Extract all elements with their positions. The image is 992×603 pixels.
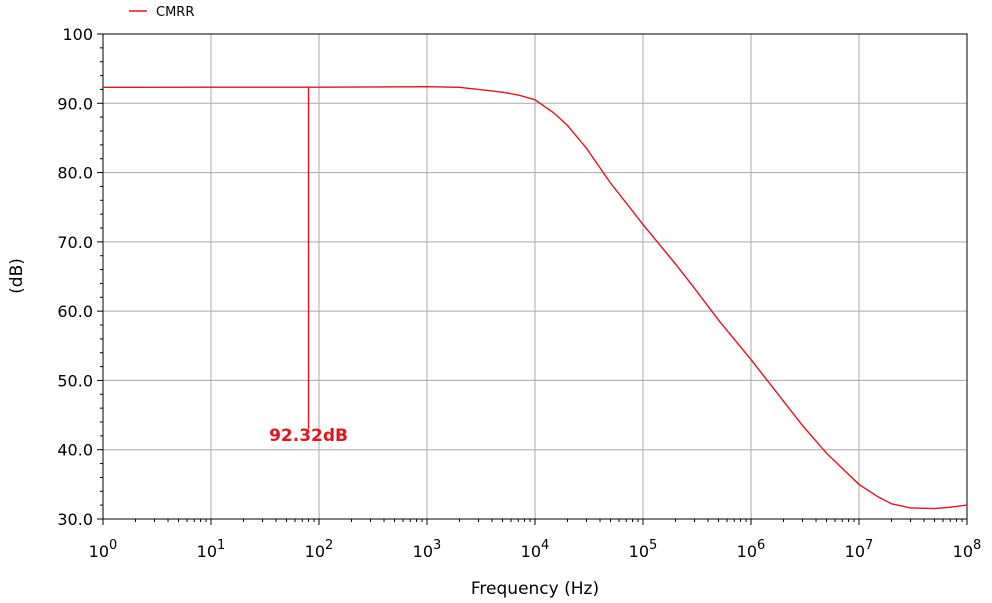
y-tick-label: 60.0 <box>57 302 93 321</box>
x-tick-label: 103 <box>413 538 442 561</box>
x-tick-label: 100 <box>89 538 118 561</box>
y-tick-label: 80.0 <box>57 164 93 183</box>
legend: CMRR <box>129 5 194 20</box>
x-tick-label: 106 <box>737 538 766 561</box>
x-axis-title: Frequency (Hz) <box>471 579 599 599</box>
x-tick-label: 107 <box>845 538 874 561</box>
x-tick-label: 108 <box>953 538 982 561</box>
annotation-layer: 92.32dB <box>269 87 348 446</box>
marker-label: 92.32dB <box>269 426 348 446</box>
y-tick-label: 40.0 <box>57 441 93 460</box>
y-tick-label: 90.0 <box>57 94 93 113</box>
series-line-cmrr <box>102 85 968 510</box>
x-axis-tick-labels: 100 101 102 103 104 105 106 107 108 <box>89 538 982 561</box>
series-layer <box>102 85 968 510</box>
x-tick-label: 101 <box>197 538 226 561</box>
x-tick-label: 105 <box>629 538 658 561</box>
y-tick-label: 30.0 <box>57 510 93 529</box>
x-tick-label: 104 <box>521 538 550 561</box>
grid-lines <box>102 33 968 520</box>
y-axis-title: (dB) <box>7 258 27 294</box>
y-tick-label: 70.0 <box>57 233 93 252</box>
y-axis-tick-labels: 30.0 40.0 50.0 60.0 70.0 80.0 90.0 100 <box>57 25 93 529</box>
y-tick-label: 100 <box>62 25 93 44</box>
x-tick-label: 102 <box>305 538 334 561</box>
legend-label-cmrr: CMRR <box>156 5 194 20</box>
minor-ticks <box>97 33 968 525</box>
y-tick-label: 50.0 <box>57 371 93 390</box>
